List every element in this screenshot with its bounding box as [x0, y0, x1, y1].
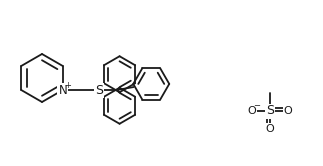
Text: N: N: [58, 83, 67, 96]
Text: O: O: [284, 106, 292, 116]
Text: O: O: [248, 106, 256, 116]
Text: −: −: [254, 101, 261, 111]
Text: O: O: [266, 124, 274, 134]
Text: +: +: [64, 81, 71, 89]
Text: S: S: [266, 105, 274, 118]
Text: S: S: [95, 83, 103, 96]
